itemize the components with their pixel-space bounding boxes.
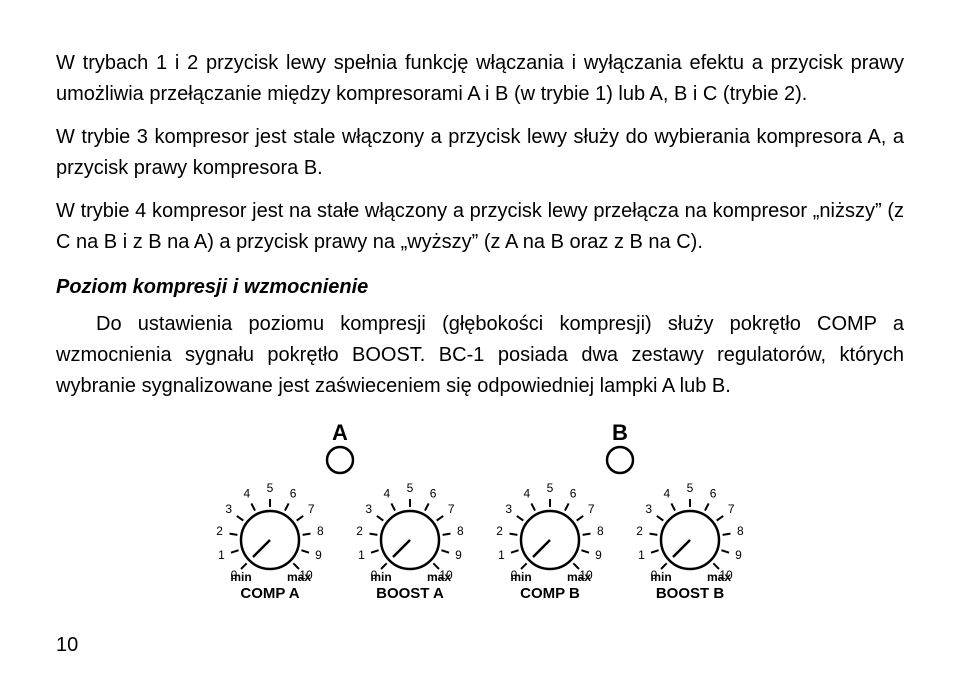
svg-text:A: A [332, 420, 348, 445]
svg-text:3: 3 [365, 502, 372, 516]
knob-figure-svg: AB012345678910minmaxCOMP A012345678910mi… [200, 420, 760, 610]
svg-text:9: 9 [455, 548, 462, 562]
svg-text:BOOST B: BOOST B [656, 585, 725, 602]
svg-text:4: 4 [664, 487, 671, 501]
svg-text:COMP A: COMP A [240, 585, 299, 602]
svg-text:8: 8 [597, 524, 604, 538]
svg-text:7: 7 [728, 502, 735, 516]
svg-text:1: 1 [218, 548, 225, 562]
svg-text:9: 9 [315, 548, 322, 562]
svg-text:max: max [707, 570, 731, 584]
svg-text:6: 6 [710, 487, 717, 501]
svg-text:3: 3 [225, 502, 232, 516]
svg-text:5: 5 [407, 481, 414, 495]
svg-text:BOOST A: BOOST A [376, 585, 444, 602]
svg-text:9: 9 [735, 548, 742, 562]
paragraph-1: W trybach 1 i 2 przycisk lewy spełnia fu… [56, 48, 904, 110]
svg-text:1: 1 [358, 548, 365, 562]
svg-text:5: 5 [267, 481, 274, 495]
paragraph-2: W trybie 3 kompresor jest stale włączony… [56, 122, 904, 184]
svg-text:7: 7 [448, 502, 455, 516]
svg-text:1: 1 [638, 548, 645, 562]
svg-text:3: 3 [645, 502, 652, 516]
svg-text:min: min [510, 570, 531, 584]
svg-text:4: 4 [524, 487, 531, 501]
svg-text:min: min [230, 570, 251, 584]
svg-text:1: 1 [498, 548, 505, 562]
svg-text:7: 7 [588, 502, 595, 516]
svg-text:5: 5 [687, 481, 694, 495]
svg-text:6: 6 [570, 487, 577, 501]
svg-text:min: min [370, 570, 391, 584]
svg-text:8: 8 [317, 524, 324, 538]
page-number: 10 [56, 634, 904, 657]
svg-text:2: 2 [636, 524, 643, 538]
svg-text:2: 2 [496, 524, 503, 538]
svg-text:COMP B: COMP B [520, 585, 580, 602]
svg-text:6: 6 [430, 487, 437, 501]
svg-text:9: 9 [595, 548, 602, 562]
svg-text:4: 4 [384, 487, 391, 501]
svg-text:6: 6 [290, 487, 297, 501]
svg-text:max: max [427, 570, 451, 584]
svg-text:min: min [650, 570, 671, 584]
svg-text:3: 3 [505, 502, 512, 516]
svg-text:5: 5 [547, 481, 554, 495]
svg-text:B: B [612, 420, 628, 445]
svg-text:2: 2 [356, 524, 363, 538]
knob-figure: AB012345678910minmaxCOMP A012345678910mi… [56, 420, 904, 610]
svg-text:max: max [287, 570, 311, 584]
paragraph-3: W trybie 4 kompresor jest na stałe włącz… [56, 196, 904, 258]
paragraph-4: Do ustawienia poziomu kompresji (głęboko… [56, 309, 904, 402]
section-heading: Poziom kompresji i wzmocnienie [56, 276, 904, 299]
svg-text:2: 2 [216, 524, 223, 538]
svg-text:max: max [567, 570, 591, 584]
svg-text:8: 8 [737, 524, 744, 538]
svg-text:8: 8 [457, 524, 464, 538]
svg-text:4: 4 [244, 487, 251, 501]
svg-text:7: 7 [308, 502, 315, 516]
